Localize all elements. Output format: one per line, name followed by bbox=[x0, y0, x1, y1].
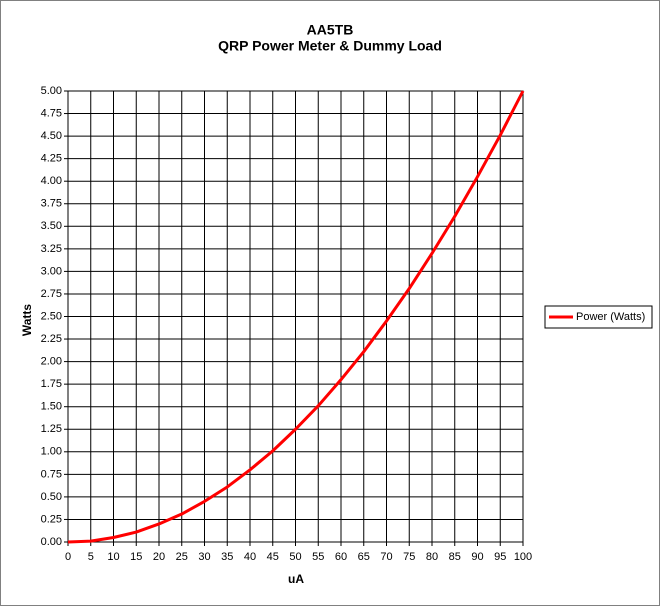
x-tick-label: 100 bbox=[514, 551, 532, 563]
y-tick-label: 1.25 bbox=[41, 423, 62, 435]
y-tick-label: 1.75 bbox=[41, 378, 62, 390]
chart-title: AA5TB bbox=[307, 22, 354, 38]
x-axis-title: uA bbox=[288, 572, 304, 586]
x-tick-label: 65 bbox=[358, 551, 370, 563]
x-tick-label: 10 bbox=[107, 551, 119, 563]
x-tick-label: 55 bbox=[312, 551, 324, 563]
x-tick-label: 0 bbox=[65, 551, 71, 563]
y-tick-label: 0.00 bbox=[41, 536, 62, 548]
y-tick-label: 2.25 bbox=[41, 333, 62, 345]
x-tick-label: 60 bbox=[335, 551, 347, 563]
y-tick-label: 1.50 bbox=[41, 401, 62, 413]
legend-box bbox=[544, 305, 653, 329]
y-tick-label: 0.75 bbox=[41, 468, 62, 480]
y-tick-label: 3.00 bbox=[41, 265, 62, 277]
y-tick-label: 3.50 bbox=[41, 220, 62, 232]
y-tick-label: 2.00 bbox=[41, 356, 62, 368]
x-tick-label: 95 bbox=[494, 551, 506, 563]
x-tick-label: 15 bbox=[130, 551, 142, 563]
y-tick-label: 4.00 bbox=[41, 175, 62, 187]
y-tick-label: 0.50 bbox=[41, 491, 62, 503]
y-tick-label: 4.50 bbox=[41, 130, 62, 142]
y-tick-label: 0.25 bbox=[41, 513, 62, 525]
x-tick-label: 40 bbox=[244, 551, 256, 563]
x-tick-label: 90 bbox=[471, 551, 483, 563]
x-tick-label: 35 bbox=[221, 551, 233, 563]
x-tick-label: 70 bbox=[380, 551, 392, 563]
legend-label: Power (Watts) bbox=[576, 311, 645, 323]
x-tick-label: 20 bbox=[153, 551, 165, 563]
x-tick-label: 5 bbox=[88, 551, 94, 563]
y-tick-label: 1.00 bbox=[41, 446, 62, 458]
x-tick-label: 50 bbox=[289, 551, 301, 563]
y-tick-label: 3.25 bbox=[41, 243, 62, 255]
y-tick-label: 5.00 bbox=[41, 85, 62, 97]
x-tick-label: 25 bbox=[176, 551, 188, 563]
x-tick-label: 75 bbox=[403, 551, 415, 563]
chart-subtitle: QRP Power Meter & Dummy Load bbox=[218, 38, 442, 54]
y-tick-label: 2.50 bbox=[41, 310, 62, 322]
y-tick-label: 3.75 bbox=[41, 198, 62, 210]
y-tick-label: 4.75 bbox=[41, 107, 62, 119]
x-tick-label: 85 bbox=[449, 551, 461, 563]
x-tick-label: 80 bbox=[426, 551, 438, 563]
x-tick-label: 30 bbox=[198, 551, 210, 563]
y-tick-label: 2.75 bbox=[41, 288, 62, 300]
data-line bbox=[67, 90, 525, 544]
x-tick-label: 45 bbox=[267, 551, 279, 563]
y-tick-label: 4.25 bbox=[41, 153, 62, 165]
y-axis-title: Watts bbox=[20, 304, 34, 337]
